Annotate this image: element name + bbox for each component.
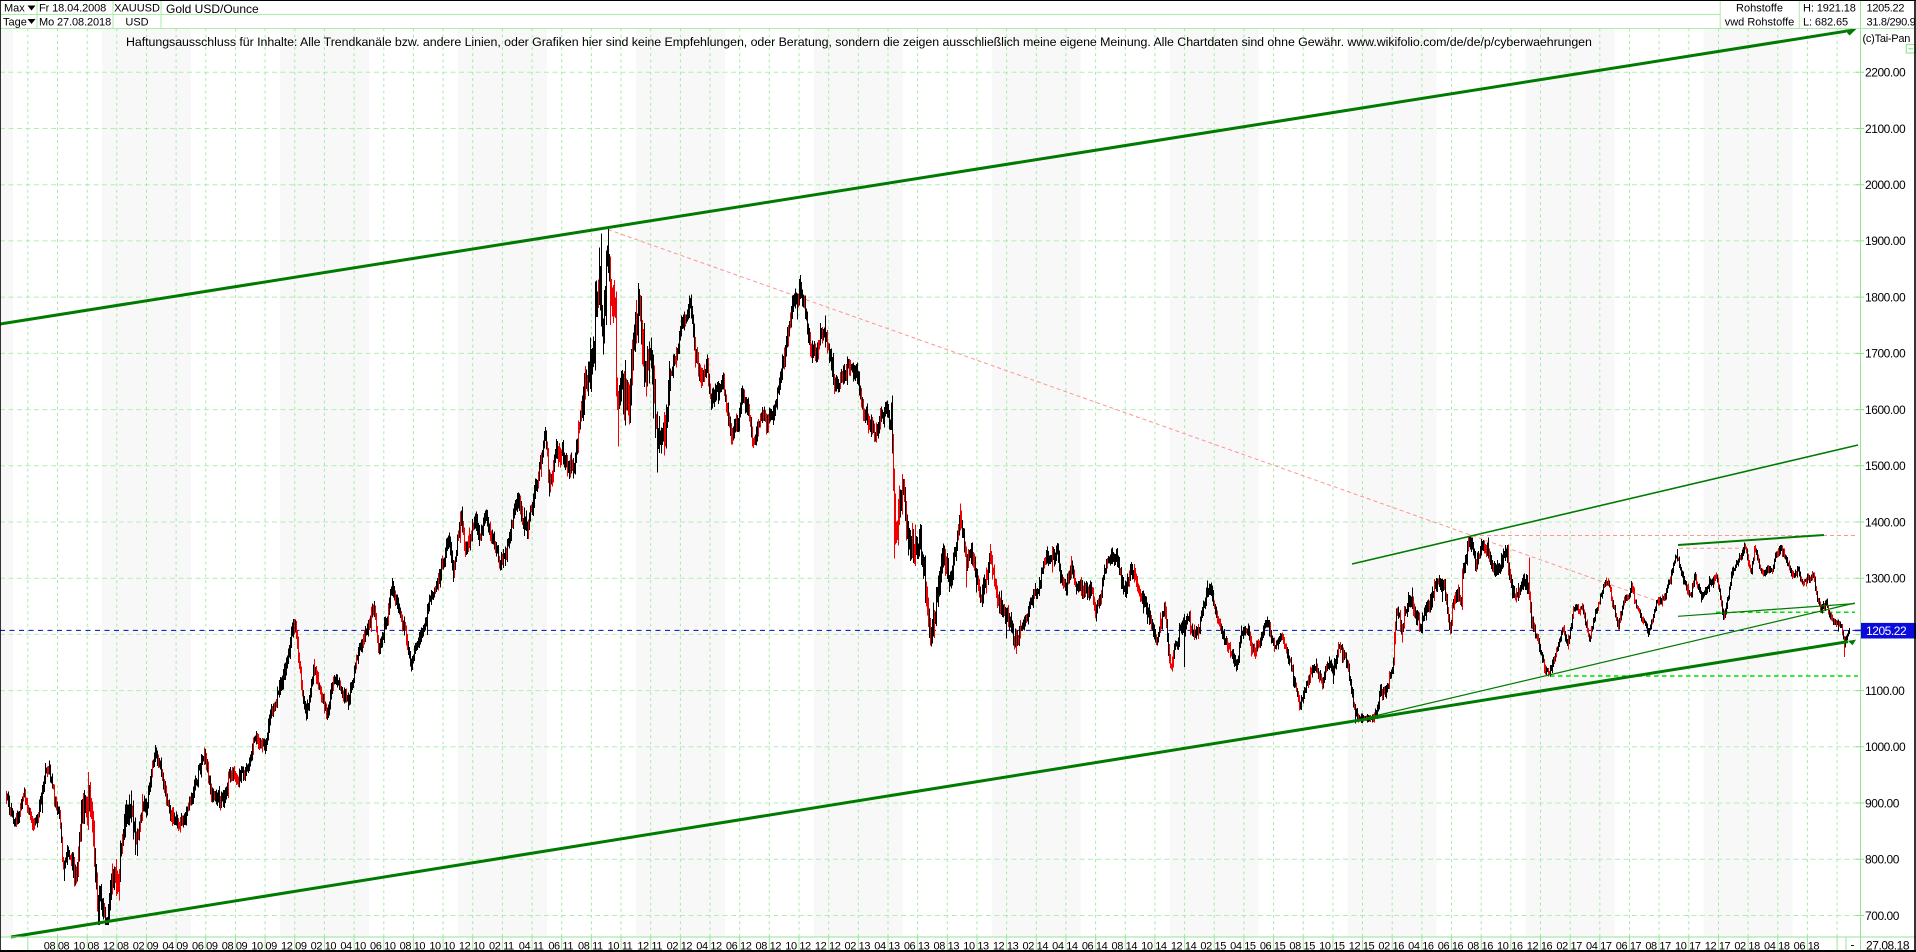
svg-text:1205.22: 1205.22 [1866,624,1907,638]
svg-text:1600.00: 1600.00 [1865,403,1906,417]
svg-text:02 13: 02 13 [845,941,871,952]
svg-text:12 13: 12 13 [993,941,1019,952]
svg-text:700.00: 700.00 [1865,909,1900,923]
svg-text:04 14: 04 14 [1052,941,1078,952]
svg-text:12 09: 12 09 [281,941,307,952]
svg-text:06 14: 06 14 [1082,941,1108,952]
svg-text:10 14: 10 14 [1141,941,1167,952]
svg-text:10 13: 10 13 [963,941,989,952]
svg-text:10 16: 10 16 [1497,941,1523,952]
svg-text:02 11: 02 11 [489,941,514,952]
svg-text:12 14: 12 14 [1171,941,1197,952]
svg-text:10 10: 10 10 [429,941,455,952]
svg-text:04 16: 04 16 [1408,941,1434,952]
svg-text:06 10: 06 10 [370,941,396,952]
svg-text:04 09: 04 09 [162,941,188,952]
svg-text:06 12: 06 12 [726,941,752,952]
svg-text:1100.00: 1100.00 [1865,684,1905,698]
svg-text:H: 1921.18: H: 1921.18 [1803,3,1856,15]
svg-text:04 10: 04 10 [340,941,366,952]
svg-text:2200.00: 2200.00 [1865,66,1906,80]
svg-text:08 10: 08 10 [400,941,426,952]
svg-text:06 18: 06 18 [1794,941,1820,952]
svg-text:12 15: 12 15 [1349,941,1375,952]
svg-text:-: - [1851,938,1855,952]
svg-text:XAUUSD: XAUUSD [114,3,160,15]
svg-text:08 12: 08 12 [756,941,782,952]
svg-text:02 16: 02 16 [1378,941,1404,952]
svg-text:1400.00: 1400.00 [1865,515,1906,529]
svg-text:04 12: 04 12 [696,941,722,952]
svg-text:02 15: 02 15 [1200,941,1226,952]
svg-text:Gold USD/Ounce: Gold USD/Ounce [166,2,259,16]
svg-text:(c)Tai-Pan: (c)Tai-Pan [1863,33,1911,45]
svg-text:08 09: 08 09 [222,941,248,952]
svg-text:04 15: 04 15 [1230,941,1256,952]
svg-text:2100.00: 2100.00 [1865,122,1906,136]
svg-text:06 11: 06 11 [548,941,573,952]
svg-text:04 17: 04 17 [1586,941,1612,952]
svg-text:800.00: 800.00 [1865,853,1900,867]
svg-text:1300.00: 1300.00 [1865,572,1906,586]
svg-text:1900.00: 1900.00 [1865,234,1906,248]
svg-text:12 16: 12 16 [1527,941,1553,952]
svg-text:vwd Rohstoffe: vwd Rohstoffe [1725,17,1795,29]
svg-text:08 11: 08 11 [578,941,603,952]
svg-text:900.00: 900.00 [1865,796,1900,810]
svg-text:1800.00: 1800.00 [1865,290,1906,304]
svg-text:06 09: 06 09 [192,941,218,952]
svg-text:10 12: 10 12 [785,941,811,952]
svg-text:12 10: 12 10 [459,941,485,952]
svg-text:1500.00: 1500.00 [1865,459,1906,473]
svg-text:08 17: 08 17 [1645,941,1671,952]
svg-text:Max: Max [4,3,25,15]
svg-text:Tage: Tage [3,17,27,29]
svg-text:08 14: 08 14 [1112,941,1138,952]
svg-text:Mo 27.08.2018: Mo 27.08.2018 [39,17,111,29]
svg-text:02 17: 02 17 [1556,941,1582,952]
svg-text:1205.22: 1205.22 [1867,3,1905,15]
svg-text:02 09: 02 09 [133,941,159,952]
svg-text:10 15: 10 15 [1319,941,1345,952]
svg-text:08 15: 08 15 [1289,941,1315,952]
svg-text:31.8/290.9: 31.8/290.9 [1867,17,1916,29]
svg-text:12 17: 12 17 [1705,941,1731,952]
svg-text:Haftungsausschluss für Inhalte: Haftungsausschluss für Inhalte: Alle Tre… [126,35,1592,49]
svg-text:12 08: 12 08 [103,941,129,952]
svg-text:08 08: 08 08 [44,941,70,952]
svg-text:USD: USD [125,17,148,29]
svg-text:08 16: 08 16 [1467,941,1493,952]
svg-text:1000.00: 1000.00 [1865,740,1906,754]
svg-text:02 12: 02 12 [667,941,693,952]
svg-text:10 17: 10 17 [1675,941,1701,952]
svg-text:Fr 18.04.2008: Fr 18.04.2008 [39,3,106,15]
svg-text:10 09: 10 09 [251,941,277,952]
svg-text:06 15: 06 15 [1260,941,1286,952]
svg-text:04 13: 04 13 [874,941,900,952]
svg-text:10 11: 10 11 [608,941,633,952]
svg-text:10 08: 10 08 [73,941,99,952]
svg-text:L: 682.65: L: 682.65 [1803,17,1848,29]
svg-text:Rohstoffe: Rohstoffe [1736,3,1783,15]
svg-text:02 14: 02 14 [1023,941,1049,952]
svg-text:27.08.18: 27.08.18 [1866,938,1910,952]
svg-text:06 17: 06 17 [1616,941,1642,952]
svg-text:04 18: 04 18 [1764,941,1790,952]
svg-text:08 13: 08 13 [934,941,960,952]
svg-text:04 11: 04 11 [519,941,544,952]
svg-text:02 10: 02 10 [311,941,337,952]
svg-text:12 12: 12 12 [815,941,841,952]
svg-text:02 18: 02 18 [1734,941,1760,952]
svg-text:12 11: 12 11 [637,941,662,952]
svg-text:06 13: 06 13 [904,941,930,952]
svg-text:2000.00: 2000.00 [1865,178,1906,192]
svg-text:06 16: 06 16 [1438,941,1464,952]
svg-text:1700.00: 1700.00 [1865,347,1906,361]
